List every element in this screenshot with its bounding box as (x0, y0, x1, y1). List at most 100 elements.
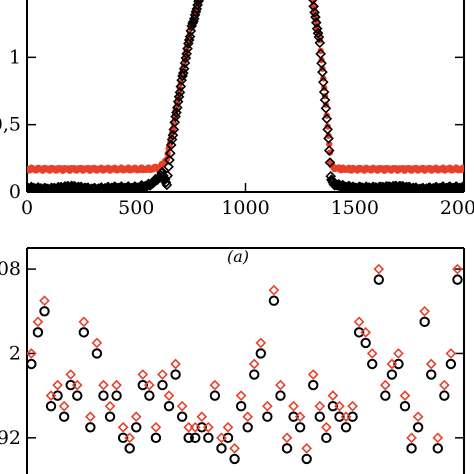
data-point (426, 369, 437, 380)
panel-label-a: (a) (227, 247, 249, 266)
data-point (406, 443, 417, 454)
data-point (262, 411, 273, 422)
data-point (157, 369, 168, 380)
data-point (65, 369, 77, 380)
data-point (309, 7, 320, 18)
y-tick-label: 1 (9, 46, 21, 68)
data-point (324, 123, 331, 130)
data-point (124, 432, 136, 444)
data-point (432, 443, 443, 454)
data-point (322, 124, 333, 135)
data-point (255, 348, 266, 359)
data-point (45, 400, 57, 412)
data-point (183, 432, 194, 444)
data-point (262, 400, 273, 412)
data-point (321, 421, 332, 433)
data-point (373, 263, 385, 275)
data-point (165, 139, 177, 151)
data-point (373, 274, 384, 285)
data-point (165, 147, 176, 159)
data-point (445, 358, 457, 370)
data-point (314, 411, 325, 422)
data-point (175, 81, 187, 92)
data-point (91, 348, 103, 359)
data-point (323, 133, 334, 144)
data-point (184, 31, 196, 42)
panel-a: 0 0,5 1 0 500 1000 1500 2000 (0, 0, 474, 219)
data-point (131, 422, 142, 433)
data-point (313, 31, 325, 43)
data-point (164, 154, 175, 166)
data-point (419, 316, 430, 328)
data-point (425, 358, 437, 370)
data-point (323, 145, 335, 156)
data-point (317, 66, 328, 78)
data-point (360, 337, 371, 349)
data-point (163, 390, 175, 401)
data-point (179, 57, 191, 69)
data-point (32, 327, 44, 338)
series-0 (27, 274, 463, 465)
data-point (196, 422, 208, 433)
data-point (52, 379, 63, 391)
data-point (196, 411, 208, 423)
data-point (399, 390, 411, 401)
data-layer (27, 263, 463, 465)
data-point (171, 107, 182, 118)
data-point (308, 379, 319, 391)
data-point (452, 274, 463, 285)
data-point (111, 390, 122, 401)
data-point (162, 170, 174, 181)
data-point (27, 348, 37, 359)
data-point (203, 421, 214, 433)
data-point (32, 316, 44, 328)
data-point (229, 443, 240, 454)
data-point (419, 305, 431, 317)
data-point (340, 411, 352, 423)
data-point (327, 400, 339, 412)
data-point (294, 411, 306, 423)
data-point (168, 124, 180, 135)
data-point (367, 358, 378, 370)
data-point (235, 390, 247, 401)
data-point (72, 390, 83, 401)
data-point (98, 379, 109, 391)
panel-b: 1,92 2 2,08 (0, 247, 465, 474)
data-point (178, 63, 190, 75)
data-point (301, 443, 313, 454)
data-point (325, 132, 332, 139)
data-point (189, 421, 201, 433)
data-point (169, 116, 181, 128)
data-point (137, 379, 149, 391)
data-point (194, 0, 205, 5)
data-point (308, 1, 320, 12)
data-point (170, 369, 181, 380)
x-tick-label: 1500 (331, 197, 379, 219)
data-point (288, 411, 299, 422)
data-point (235, 400, 247, 412)
data-point (209, 390, 221, 401)
data-point (104, 400, 116, 412)
data-point (58, 400, 70, 412)
data-point (160, 177, 172, 188)
data-point (334, 400, 345, 412)
data-point (174, 86, 186, 98)
data-point (161, 179, 173, 191)
data-point (150, 421, 162, 433)
data-point (460, 165, 464, 173)
data-point (312, 27, 324, 39)
data-point (45, 390, 57, 401)
series-0 (27, 0, 464, 192)
data-point (311, 23, 323, 35)
data-point (137, 369, 149, 380)
data-point (393, 358, 404, 370)
data-point (281, 443, 293, 454)
data-point (117, 432, 129, 444)
data-point (172, 96, 184, 107)
data-point (176, 400, 188, 412)
data-point (216, 432, 227, 444)
data-point (310, 11, 321, 23)
data-point (167, 129, 179, 141)
y-tick-label: 1,92 (0, 427, 21, 449)
data-point (209, 379, 221, 391)
